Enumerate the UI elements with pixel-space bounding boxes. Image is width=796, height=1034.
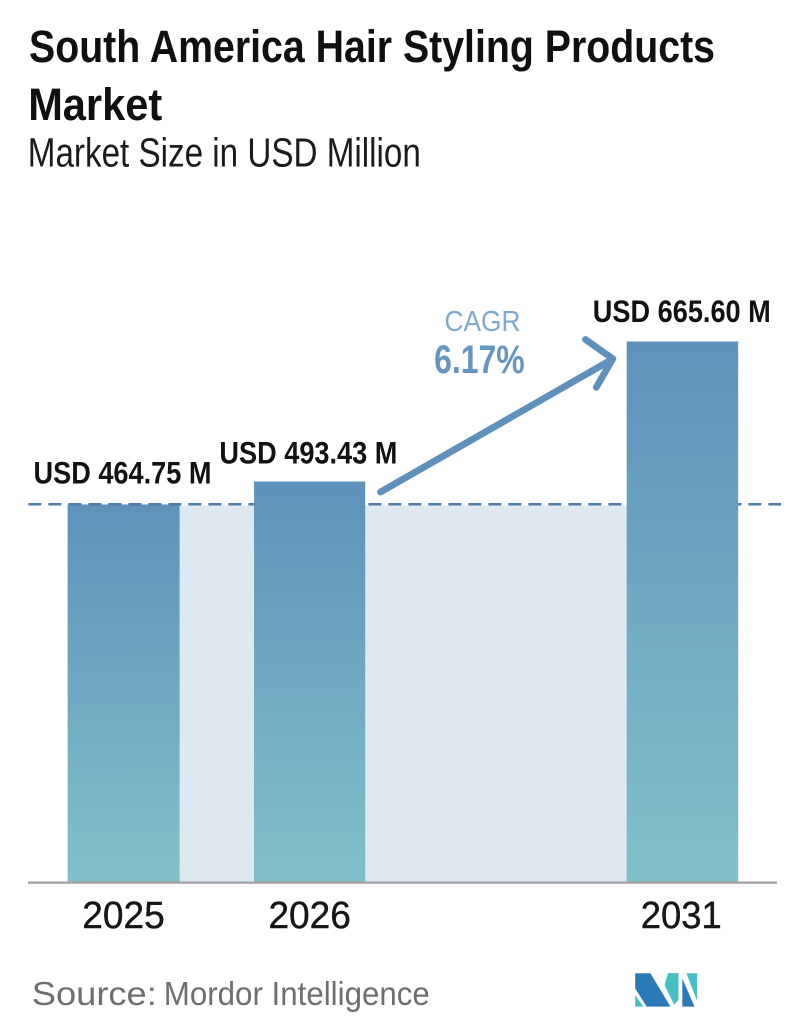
svg-text:Market: Market <box>28 79 162 130</box>
svg-text:2026: 2026 <box>268 895 351 937</box>
svg-text:USD 665.60 M: USD 665.60 M <box>593 293 771 329</box>
svg-text:2031: 2031 <box>641 895 722 937</box>
svg-text:USD 493.43 M: USD 493.43 M <box>219 434 397 470</box>
svg-text:CAGR: CAGR <box>445 306 521 338</box>
svg-text:Market Size in USD Million: Market Size in USD Million <box>28 130 421 176</box>
svg-text:USD 464.75 M: USD 464.75 M <box>34 455 212 491</box>
svg-text:South America Hair Styling Pro: South America Hair Styling Products <box>29 21 715 72</box>
svg-text:6.17%: 6.17% <box>434 338 525 382</box>
svg-text:Source:: Source: <box>32 975 157 1012</box>
svg-text:2025: 2025 <box>82 895 165 937</box>
svg-text:Mordor Intelligence: Mordor Intelligence <box>164 975 430 1012</box>
